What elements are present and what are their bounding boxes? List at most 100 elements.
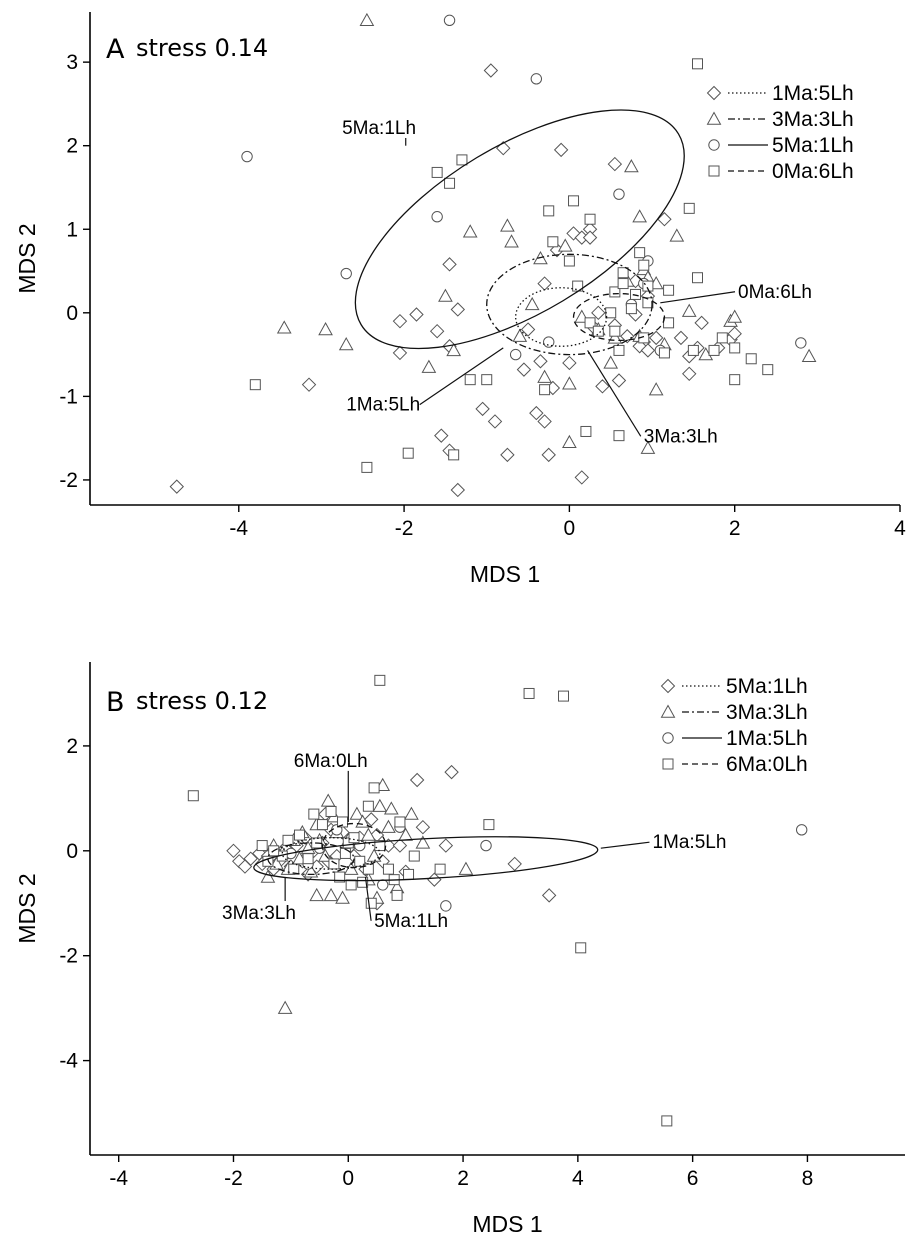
panel-a-x-tick-label: -2: [395, 517, 414, 540]
panel-a-point-diamond: [516, 362, 532, 377]
panel-a-point-square: [687, 344, 699, 356]
panel-a-point-diamond: [500, 447, 515, 463]
panel-b-point-square: [282, 834, 294, 846]
panel-b-point-diamond: [415, 820, 431, 835]
panel-a-point-circle: [431, 211, 443, 223]
panel-a-point-square: [613, 344, 625, 356]
panel-b-point-square: [348, 832, 360, 844]
panel-a-y-tick-label: -2: [59, 469, 78, 492]
panel-a-point-triangle: [359, 12, 375, 27]
panel-a-point-square: [729, 342, 741, 354]
panel-a-point-square: [745, 353, 757, 365]
panel-a-point-diamond: [682, 366, 697, 382]
panel-a-point-diamond: [537, 414, 552, 429]
panel-a-point-square: [613, 430, 625, 442]
panel-a-point-diamond: [529, 405, 544, 421]
panel-a-point-square: [642, 297, 654, 309]
panel-b-series-square: [187, 674, 673, 1127]
panel-a-point-square: [716, 332, 728, 344]
panel-b-point-circle: [795, 824, 808, 836]
panel-a-stress: stress 0.14: [136, 34, 268, 62]
panel-b-point-square: [394, 816, 406, 828]
panel-a-point-triangle: [801, 348, 817, 362]
panel-a-point-triangle: [338, 337, 354, 351]
panel-a-point-square: [692, 58, 703, 70]
panel-a-y-tick-label: -1: [59, 385, 78, 408]
panel-b-point-square: [308, 808, 320, 820]
panel-b-point-square: [382, 863, 394, 875]
panel-b-point-square: [357, 876, 369, 888]
panel-b-point-square: [302, 853, 314, 865]
panel-b-point-triangle: [366, 848, 382, 862]
panel-a-x-tick-label: 0: [564, 517, 576, 540]
panel-a-point-diamond: [574, 470, 589, 485]
panel-b-point-diamond: [444, 764, 459, 780]
panel-a-series-circle: [241, 14, 807, 361]
panel-a-point-square: [448, 449, 460, 461]
panel-b-point-square: [339, 847, 351, 859]
panel-b-point-triangle: [381, 819, 396, 833]
panel-a-ellipse: [486, 253, 653, 356]
panel-b-point-diamond: [507, 856, 522, 872]
panel-b-letter: B: [106, 687, 125, 718]
panel-b-ellipse: [321, 822, 387, 869]
panel-b-point-square: [288, 863, 300, 875]
panel-a-point-square: [249, 379, 261, 391]
panel-a-x-axis-title: MDS 1: [470, 561, 540, 587]
panel-b-point-square: [558, 690, 570, 702]
panel-b-point-square: [374, 674, 386, 686]
panel-a-point-triangle: [727, 309, 743, 323]
panel-a-point-triangle: [276, 320, 292, 334]
panel-b-point-triangle: [372, 798, 388, 812]
panel-a-point-circle: [443, 14, 456, 27]
panel-b-point-diamond: [392, 838, 408, 853]
panel-a-point-diamond: [487, 414, 503, 429]
panel-a-point-diamond: [409, 307, 424, 322]
panel-b-legend-label: 6Ma:0Lh: [726, 753, 808, 776]
panel-a-point-diamond: [694, 315, 709, 331]
panel-a-y-tick-label: 0: [66, 302, 78, 325]
panel-a-point-diamond: [450, 482, 466, 498]
panel-b-point-triangle: [458, 861, 474, 875]
panel-a: A stress 0.14 -4 -2 0 2 4 -2 -1 0 1 2 3 MDS 1 MDS 2 5…: [14, 12, 906, 587]
panel-b-point-square: [434, 863, 446, 875]
panel-a-point-diamond: [475, 401, 490, 417]
panel-b-point-square: [403, 868, 415, 880]
panel-b-x-axis-title: MDS 1: [472, 1211, 542, 1237]
panel-b-point-diamond: [243, 851, 258, 866]
panel-a-point-square: [584, 213, 596, 225]
panel-b-y-tick-label: 2: [66, 735, 78, 758]
panel-a-point-square: [638, 259, 650, 271]
panel-a-legend-label: 0Ma:6Lh: [772, 160, 854, 183]
panel-b-point-square: [391, 889, 403, 901]
panel-a-point-circle: [530, 73, 543, 85]
panel-b-ellipse: [267, 842, 355, 876]
panel-b-point-square: [575, 942, 587, 954]
panel-b-legend-marker-circle: [662, 732, 674, 744]
panel-a-ellipse-label: 5Ma:1Lh: [342, 118, 416, 139]
panel-b-stress: stress 0.12: [136, 687, 268, 715]
panel-b-point-circle: [377, 879, 389, 891]
panel-a-x-tick-label: 2: [729, 517, 741, 540]
panel-b-point-square: [362, 800, 374, 812]
panel-b-x-tick-label: -4: [109, 1167, 128, 1190]
panel-a-point-square: [663, 284, 675, 296]
panel-a-point-diamond: [429, 323, 445, 339]
panel-b-point-triangle: [323, 887, 339, 902]
panel-b-point-diamond: [226, 843, 241, 859]
panel-a-point-diamond: [541, 447, 556, 463]
panel-a-point-triangle: [648, 382, 664, 396]
panel-a-point-square: [464, 374, 476, 386]
panel-a-point-triangle: [624, 159, 639, 173]
panel-a-point-diamond: [169, 479, 184, 494]
panel-a-point-triangle: [640, 440, 656, 454]
panel-a-point-square: [456, 154, 468, 166]
panel-a-point-square: [402, 447, 414, 459]
panel-a-point-triangle: [318, 321, 333, 336]
panel-b-point-square: [661, 1115, 673, 1127]
panel-b-y-tick-label: -4: [59, 1050, 78, 1073]
panel-a-legend: 1Ma:5Lh 3Ma:3Lh 5Ma:1Lh 0Ma:6Lh: [706, 82, 854, 183]
panel-a-point-triangle: [500, 218, 515, 232]
panel-a-ellipse-label: 0Ma:6Lh: [738, 282, 812, 303]
